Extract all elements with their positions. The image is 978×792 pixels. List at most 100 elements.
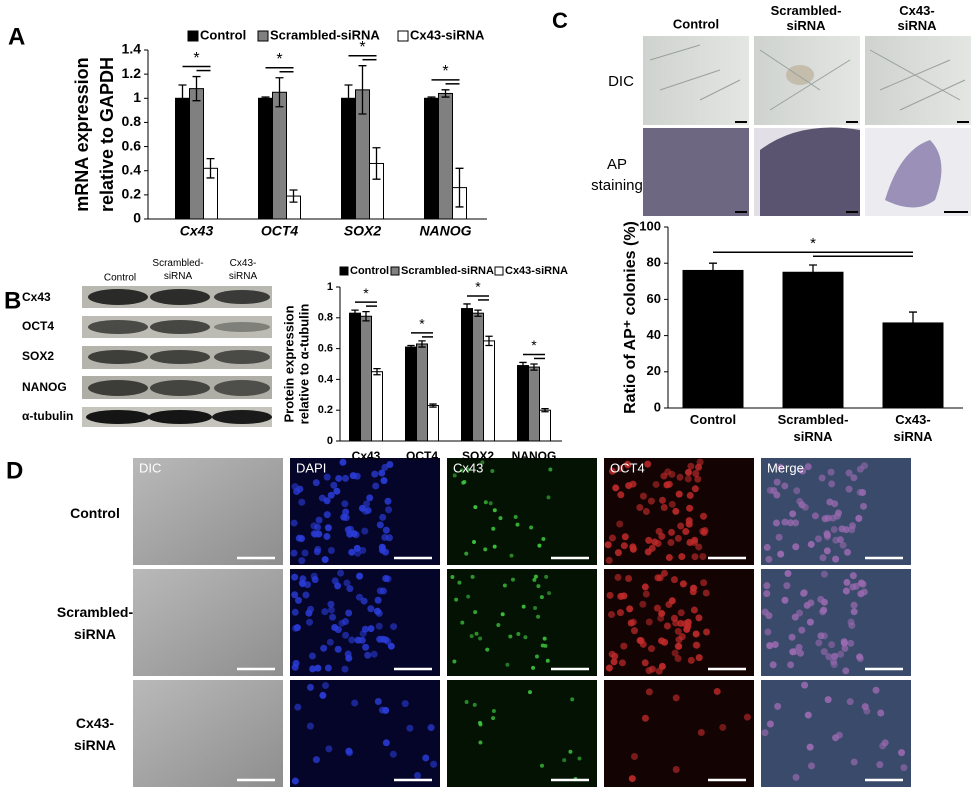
cell — [483, 547, 488, 552]
error-bar — [418, 340, 426, 348]
cell — [533, 605, 538, 610]
cell — [464, 551, 469, 556]
panel-letter: D — [6, 457, 23, 484]
cell — [315, 516, 323, 524]
cell — [719, 723, 727, 731]
cell — [642, 590, 650, 598]
cell — [488, 501, 493, 506]
cell — [605, 664, 613, 672]
cell — [856, 465, 864, 473]
cell — [641, 583, 649, 591]
error-bar — [261, 96, 270, 101]
cell — [532, 577, 537, 582]
cell — [830, 525, 838, 533]
cell — [655, 667, 663, 675]
cell — [480, 460, 485, 465]
cell — [792, 773, 800, 781]
cell — [690, 584, 698, 592]
cell — [684, 468, 692, 476]
error-bar — [455, 167, 464, 208]
cell — [341, 500, 349, 508]
cell — [617, 592, 625, 600]
cell — [389, 750, 397, 758]
cell — [614, 549, 622, 557]
ap-images — [643, 36, 971, 216]
cell — [382, 526, 390, 534]
cell — [647, 497, 655, 505]
cell — [636, 637, 644, 645]
cell — [335, 474, 343, 482]
cell — [385, 506, 393, 514]
cell — [291, 591, 299, 599]
cell — [863, 707, 871, 715]
cell — [843, 578, 851, 586]
cell — [379, 513, 387, 521]
cell — [679, 580, 687, 588]
cell — [692, 469, 700, 477]
cell — [814, 535, 822, 543]
bar — [272, 91, 287, 220]
cell — [516, 631, 521, 636]
cell — [773, 478, 781, 486]
cell — [832, 536, 840, 544]
cell — [781, 482, 789, 490]
cell — [686, 504, 694, 512]
y-tick-label: 60 — [647, 291, 661, 306]
cell — [345, 747, 353, 755]
error-bar — [275, 77, 284, 108]
cell — [359, 630, 367, 638]
cell — [850, 758, 858, 766]
cell — [839, 541, 847, 549]
cell — [641, 714, 649, 722]
cell — [508, 634, 513, 639]
error-bar — [519, 361, 527, 370]
legend-swatch — [339, 266, 349, 276]
cell — [466, 467, 471, 472]
cell — [341, 474, 349, 482]
cell — [309, 665, 317, 673]
legend-swatch — [494, 266, 504, 276]
cell — [763, 543, 771, 551]
blot-row-label: Cx43 — [22, 290, 51, 304]
cell — [470, 574, 475, 579]
cell — [323, 497, 331, 505]
cell — [651, 538, 659, 546]
cell — [795, 609, 803, 617]
cell — [298, 557, 306, 565]
error-bar — [909, 311, 917, 335]
cell — [620, 542, 628, 550]
cell — [320, 644, 328, 652]
micrograph — [447, 458, 597, 565]
cell — [430, 760, 438, 768]
cell — [343, 579, 351, 587]
cell — [654, 574, 662, 582]
cell — [847, 639, 855, 647]
cell — [375, 622, 383, 630]
cell — [769, 661, 777, 669]
cell — [319, 691, 327, 699]
bar — [461, 308, 473, 442]
cell — [877, 709, 885, 717]
y-tick-label: 80 — [647, 255, 661, 270]
cell — [427, 724, 435, 732]
cell — [321, 682, 329, 690]
cell — [789, 648, 797, 656]
cell — [685, 520, 693, 528]
cell — [695, 614, 703, 622]
error-bar — [429, 403, 437, 408]
cell — [827, 468, 835, 476]
cell — [847, 618, 855, 626]
cell — [523, 635, 528, 640]
micrograph — [761, 680, 911, 787]
bar — [782, 271, 844, 409]
cell — [831, 500, 839, 508]
image-column-label: Cx43-siRNA — [897, 3, 937, 33]
cell — [452, 659, 457, 664]
cell — [360, 597, 368, 605]
y-tick-label: 0.2 — [122, 186, 142, 202]
cell — [798, 501, 806, 509]
cell — [788, 633, 796, 641]
cell — [562, 758, 567, 763]
